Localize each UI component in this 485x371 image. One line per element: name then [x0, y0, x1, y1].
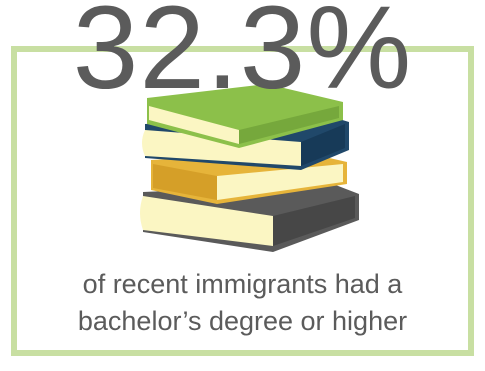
green-book [147, 84, 343, 148]
gray-book [140, 184, 359, 252]
caption-line-1: of recent immigrants had a [82, 269, 403, 299]
caption-line-2: bachelor’s degree or higher [77, 306, 408, 336]
stack-of-books-icon [140, 84, 359, 252]
statistic-value: 32.3% [72, 0, 413, 114]
caption: of recent immigrants had a bachelor’s de… [0, 266, 485, 340]
